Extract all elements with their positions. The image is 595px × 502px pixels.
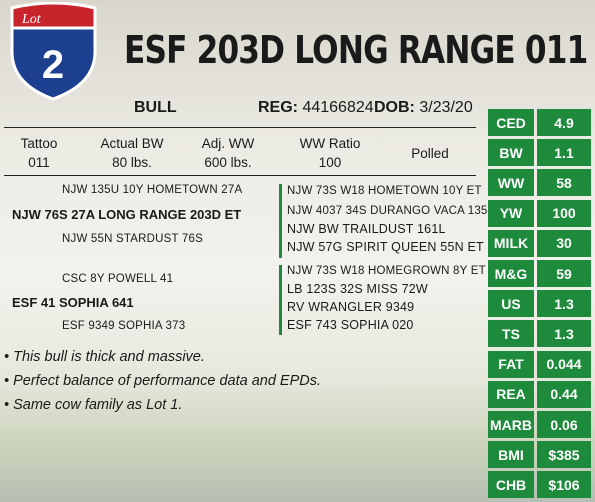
epd-value: 30 bbox=[537, 229, 591, 257]
dam-dam: ESF 9349 SOPHIA 373 bbox=[62, 320, 186, 332]
epd-value: 1.1 bbox=[537, 139, 591, 167]
epd-label: CED bbox=[488, 109, 534, 136]
ancestor: ESF 743 SOPHIA 020 bbox=[287, 318, 414, 332]
ancestor: NJW 73S W18 HOMEGROWN 8Y ET bbox=[287, 265, 486, 277]
note: • Same cow family as Lot 1. bbox=[4, 397, 183, 413]
ancestor: RV WRANGLER 9349 bbox=[287, 300, 415, 314]
dam: ESF 41 SOPHIA 641 bbox=[12, 295, 134, 310]
epd-value: 4.9 bbox=[537, 109, 591, 136]
table-cell: 600 lbs. bbox=[204, 155, 252, 170]
registration: REG: 44166824 bbox=[258, 99, 374, 117]
title: ESF 203D LONG RANGE 011 bbox=[124, 28, 588, 72]
epd-value: $385 bbox=[537, 441, 591, 469]
sire-sire: NJW 135U 10Y HOMETOWN 27A bbox=[62, 184, 243, 196]
note-text: Perfect balance of performance data and … bbox=[13, 373, 322, 389]
epd-value: 58 bbox=[537, 169, 591, 197]
note: • Perfect balance of performance data an… bbox=[4, 373, 322, 389]
note-text: Same cow family as Lot 1. bbox=[13, 397, 183, 413]
epd-label: FAT bbox=[488, 350, 534, 378]
epd-label: TS bbox=[488, 320, 534, 348]
dob-label: DOB: bbox=[374, 99, 415, 116]
epd-label: REA bbox=[488, 380, 534, 408]
table-header: Actual BW bbox=[100, 136, 164, 151]
table-rule bbox=[4, 175, 476, 176]
sire: NJW 76S 27A LONG RANGE 203D ET bbox=[12, 207, 242, 222]
note-text: This bull is thick and massive. bbox=[13, 349, 205, 365]
epd-value: 1.3 bbox=[537, 290, 591, 318]
epd-value: 59 bbox=[537, 260, 591, 287]
epd-value: 100 bbox=[537, 199, 591, 227]
reg-label: REG: bbox=[258, 99, 298, 116]
pedigree-bar bbox=[279, 265, 282, 335]
table-header: WW Ratio bbox=[299, 136, 361, 151]
ancestor: NJW BW TRAILDUST 161L bbox=[287, 222, 446, 236]
table-header: Adj. WW bbox=[201, 136, 255, 151]
pedigree-bar bbox=[279, 184, 282, 258]
table-cell: 011 bbox=[28, 155, 50, 170]
epd-label: M&G bbox=[488, 260, 534, 287]
lot-label: Lot bbox=[21, 12, 42, 27]
epd-label: US bbox=[488, 290, 534, 318]
epd-label: WW bbox=[488, 169, 534, 197]
animal-type: BULL bbox=[134, 99, 177, 116]
epd-label: MARB bbox=[488, 411, 534, 438]
table-cell: 100 bbox=[318, 155, 342, 170]
epd-label: YW bbox=[488, 199, 534, 227]
dam-sire: CSC 8Y POWELL 41 bbox=[62, 273, 174, 285]
epd-value: $106 bbox=[537, 471, 591, 499]
epd-label: MILK bbox=[488, 229, 534, 257]
epd-label: CHB bbox=[488, 471, 534, 499]
epd-value: 0.44 bbox=[537, 380, 591, 408]
ancestor: NJW 57G SPIRIT QUEEN 55N ET bbox=[287, 240, 484, 254]
table-cell: 80 lbs. bbox=[112, 155, 152, 170]
lot-number: 2 bbox=[42, 43, 64, 87]
dob-value: 3/23/20 bbox=[419, 99, 473, 116]
polled-note: Polled bbox=[411, 146, 449, 161]
table-rule bbox=[4, 127, 476, 128]
lot-shield: Lot 2 bbox=[10, 2, 97, 101]
epd-label: BMI bbox=[488, 441, 534, 469]
note: • This bull is thick and massive. bbox=[4, 349, 205, 365]
birth-date: DOB: 3/23/20 bbox=[374, 99, 473, 117]
epd-value: 0.044 bbox=[537, 350, 591, 378]
sire-dam: NJW 55N STARDUST 76S bbox=[62, 233, 203, 245]
ancestor: NJW 73S W18 HOMETOWN 10Y ET bbox=[287, 185, 482, 197]
epd-value: 1.3 bbox=[537, 320, 591, 348]
ancestor: LB 123S 32S MISS 72W bbox=[287, 282, 428, 296]
table-header: Tattoo bbox=[20, 136, 58, 151]
epd-value: 0.06 bbox=[537, 411, 591, 438]
ancestor: NJW 4037 34S DURANGO VACA 135U bbox=[287, 205, 497, 217]
reg-number: 44166824 bbox=[302, 99, 374, 116]
epd-label: BW bbox=[488, 139, 534, 167]
